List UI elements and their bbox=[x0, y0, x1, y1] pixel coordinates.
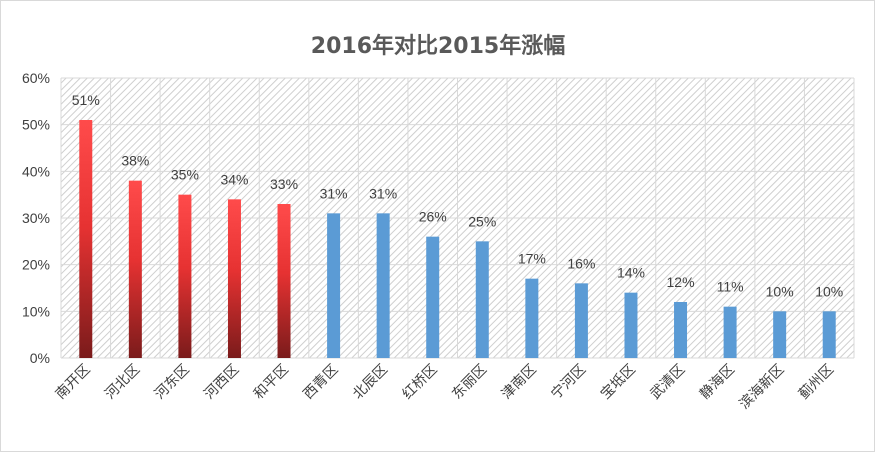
x-tick-label: 红桥区 bbox=[400, 362, 441, 403]
y-tick-label: 20% bbox=[22, 257, 50, 273]
x-tick-label: 滨海新区 bbox=[737, 362, 788, 413]
x-tick-label: 蓟州区 bbox=[796, 362, 837, 403]
bar bbox=[674, 302, 688, 358]
x-tick-label: 宁河区 bbox=[548, 361, 590, 403]
data-label: 17% bbox=[518, 251, 546, 267]
x-tick-label: 东丽区 bbox=[449, 362, 490, 403]
data-label: 34% bbox=[220, 171, 248, 187]
bar bbox=[475, 241, 489, 358]
y-tick-label: 40% bbox=[22, 163, 50, 179]
x-tick-label: 北辰区 bbox=[350, 362, 391, 403]
bar bbox=[525, 278, 539, 358]
y-tick-label: 50% bbox=[22, 117, 50, 133]
x-tick-label: 河东区 bbox=[152, 362, 193, 403]
data-label: 31% bbox=[369, 185, 397, 201]
data-label: 25% bbox=[468, 213, 496, 229]
bar bbox=[723, 306, 737, 358]
data-label: 14% bbox=[617, 265, 645, 281]
bar bbox=[376, 213, 390, 358]
x-tick-label: 西青区 bbox=[300, 362, 341, 403]
chart-title: 2016年对比2015年涨幅 bbox=[311, 33, 565, 59]
bar bbox=[574, 283, 588, 358]
data-label: 16% bbox=[567, 255, 595, 271]
x-tick-label: 河西区 bbox=[201, 362, 242, 403]
data-label: 35% bbox=[171, 167, 199, 183]
x-tick-label: 静海区 bbox=[697, 362, 738, 403]
x-tick-label: 宝坻区 bbox=[598, 362, 639, 403]
data-label: 31% bbox=[320, 185, 348, 201]
y-tick-label: 30% bbox=[22, 210, 50, 226]
data-labels: 51% 38% 35% 34% 33% 31% 31% 26% 25% 17% 16% 14% 12% 1… bbox=[72, 92, 843, 299]
bar bbox=[773, 311, 787, 358]
bar bbox=[624, 292, 638, 358]
data-label: 26% bbox=[419, 209, 447, 225]
y-tick-label: 60% bbox=[22, 70, 50, 86]
bar bbox=[79, 120, 93, 358]
data-label: 38% bbox=[121, 153, 149, 169]
bar bbox=[822, 311, 836, 358]
x-tick-label: 武清区 bbox=[647, 362, 688, 403]
gridlines bbox=[60, 77, 855, 359]
data-label: 33% bbox=[270, 176, 298, 192]
x-axis: 南开区 河北区 河东区 河西区 和平区 西青区 北辰区 红桥区 东丽区 津南区 宁河区 宝坻区 武清区静… bbox=[53, 361, 837, 413]
bar bbox=[178, 194, 192, 358]
data-label: 51% bbox=[72, 92, 100, 108]
data-label: 11% bbox=[717, 279, 744, 295]
y-tick-label: 10% bbox=[22, 303, 50, 319]
y-tick-label: 0% bbox=[30, 350, 50, 366]
x-tick-label: 和平区 bbox=[251, 362, 292, 403]
data-label: 10% bbox=[766, 283, 794, 299]
bar bbox=[277, 204, 291, 358]
x-tick-label: 河北区 bbox=[102, 362, 143, 403]
y-axis: 0% 10% 20% 30% 40% 50% 60% bbox=[22, 70, 50, 366]
bar bbox=[128, 180, 142, 358]
data-label: 12% bbox=[667, 274, 695, 290]
x-tick-label: 南开区 bbox=[53, 362, 94, 403]
bar bbox=[327, 213, 341, 358]
bar bbox=[426, 236, 440, 358]
bars bbox=[79, 120, 836, 358]
x-tick-label: 津南区 bbox=[499, 362, 540, 403]
bar bbox=[227, 199, 241, 358]
data-label: 10% bbox=[815, 283, 843, 299]
